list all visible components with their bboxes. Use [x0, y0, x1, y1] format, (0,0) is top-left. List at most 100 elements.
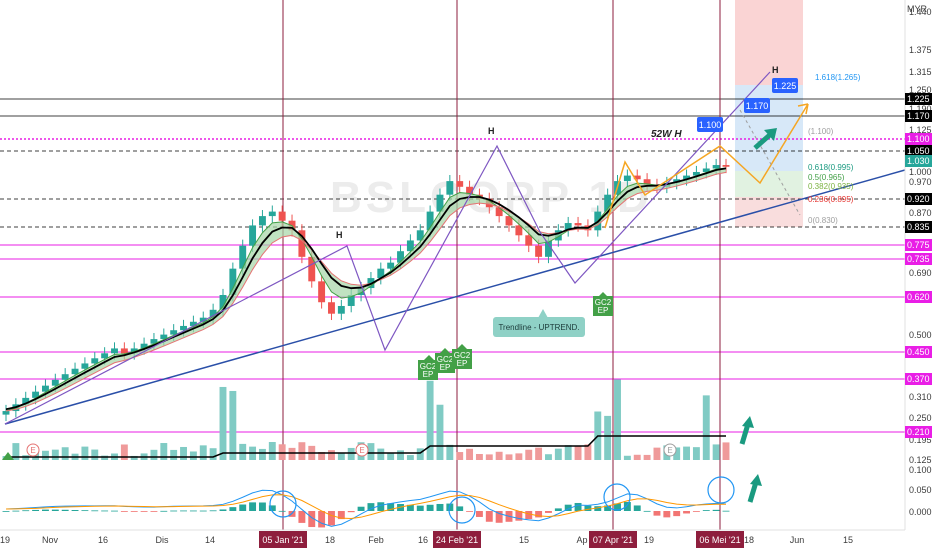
candle[interactable] [712, 165, 720, 169]
volume-bar [564, 445, 572, 460]
candle[interactable] [643, 179, 651, 185]
candle[interactable] [535, 245, 543, 257]
candle[interactable] [545, 240, 552, 257]
candle[interactable] [337, 305, 345, 314]
candle[interactable] [702, 168, 710, 172]
price-tag[interactable] [905, 110, 932, 122]
earnings-marker[interactable]: E [26, 443, 40, 457]
volume-bar [604, 415, 612, 460]
macd-histogram-bar [120, 511, 128, 512]
candle[interactable] [692, 172, 700, 176]
volume-bar [101, 455, 109, 460]
price-tag[interactable] [905, 346, 932, 358]
uptrend-line[interactable] [4, 169, 906, 425]
earnings-marker[interactable]: E [355, 443, 369, 457]
candle[interactable] [61, 374, 69, 380]
candle[interactable] [51, 379, 59, 386]
candle[interactable] [249, 225, 257, 246]
candle[interactable] [308, 256, 316, 282]
price-tag[interactable] [905, 193, 932, 205]
candle[interactable] [268, 211, 276, 217]
macd-histogram-bar [268, 505, 276, 511]
candle[interactable] [258, 216, 266, 226]
candle[interactable] [189, 321, 197, 326]
candle[interactable] [180, 325, 187, 331]
earnings-marker[interactable]: E [663, 443, 677, 457]
date-tag[interactable] [259, 531, 307, 548]
candle[interactable] [42, 385, 49, 392]
candle[interactable] [278, 211, 286, 221]
price-tag-label: 0.620 [907, 292, 930, 302]
candle[interactable] [466, 186, 474, 195]
candle[interactable] [525, 235, 533, 246]
price-tag[interactable] [905, 253, 932, 265]
orange-path[interactable] [604, 103, 809, 229]
candle[interactable] [397, 251, 404, 263]
candle[interactable] [683, 175, 690, 180]
volume-bar [91, 449, 99, 460]
candle[interactable] [130, 348, 138, 354]
candle[interactable] [81, 363, 89, 369]
price-tag[interactable] [905, 93, 932, 105]
candle[interactable] [623, 175, 631, 182]
candle[interactable] [456, 181, 464, 187]
projection-lines[interactable] [4, 71, 771, 425]
candle[interactable] [446, 181, 454, 195]
candle[interactable] [515, 225, 523, 236]
candle[interactable] [91, 358, 99, 364]
candle[interactable] [120, 348, 128, 354]
candle[interactable] [574, 223, 582, 226]
candle[interactable] [564, 223, 572, 231]
candle[interactable] [140, 343, 148, 349]
candle[interactable] [406, 240, 414, 252]
candle[interactable] [150, 339, 158, 344]
price-tag[interactable] [905, 239, 932, 251]
volume-bar [456, 452, 464, 460]
candle[interactable] [328, 302, 335, 314]
price-tag[interactable] [905, 145, 932, 157]
candle[interactable] [722, 165, 730, 167]
candle[interactable] [377, 268, 385, 279]
candle[interactable] [426, 211, 434, 231]
candle[interactable] [209, 309, 217, 318]
candle[interactable] [495, 207, 503, 217]
candle[interactable] [633, 175, 641, 180]
candle[interactable] [298, 230, 306, 257]
volume-bar [545, 454, 552, 460]
candle[interactable] [111, 348, 118, 354]
volume-bar [278, 444, 286, 460]
candle[interactable] [239, 245, 247, 269]
price-tag[interactable] [905, 221, 932, 233]
price-tag[interactable] [905, 426, 932, 438]
candle[interactable] [229, 268, 237, 295]
candle[interactable] [347, 295, 355, 306]
candle[interactable] [505, 216, 513, 226]
price-tag[interactable] [905, 155, 932, 167]
price-tag[interactable] [905, 373, 932, 385]
candle[interactable] [32, 391, 40, 398]
price-tag[interactable] [905, 291, 932, 303]
candle[interactable] [199, 317, 207, 322]
candle[interactable] [416, 230, 424, 241]
candle[interactable] [318, 281, 326, 303]
candle[interactable] [604, 194, 612, 212]
candle[interactable] [2, 411, 10, 415]
candle[interactable] [170, 330, 178, 335]
svg-text:EP: EP [440, 363, 451, 372]
target-box-1100[interactable]: 1.100 [697, 117, 723, 132]
candle[interactable] [101, 353, 109, 359]
candle[interactable] [71, 368, 79, 375]
candle[interactable] [219, 295, 227, 310]
candle[interactable] [387, 262, 395, 269]
target-box-1170[interactable]: 1.170 [744, 98, 770, 113]
price-tag[interactable] [905, 133, 932, 145]
candle[interactable] [436, 194, 444, 212]
date-tag[interactable] [433, 531, 481, 548]
candle[interactable] [22, 397, 30, 405]
target-box-1225[interactable]: 1.225 [772, 78, 798, 93]
date-tag[interactable] [589, 531, 637, 548]
candle[interactable] [160, 334, 168, 340]
macd-histogram-bar [150, 511, 158, 512]
date-tag[interactable] [696, 531, 744, 548]
